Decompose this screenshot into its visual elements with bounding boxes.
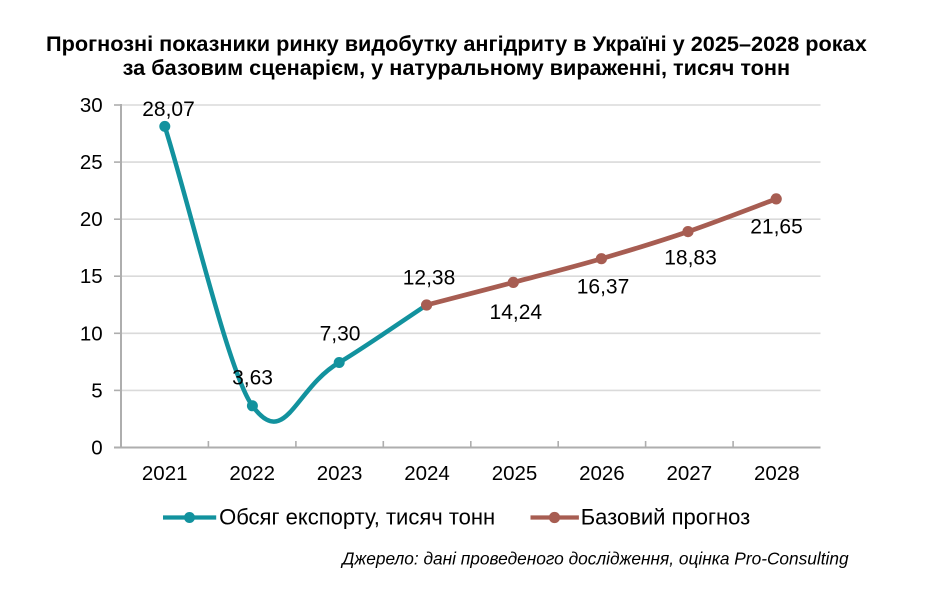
svg-text:20: 20	[80, 208, 103, 231]
svg-text:21,65: 21,65	[750, 216, 803, 239]
svg-text:28,07: 28,07	[142, 98, 195, 121]
svg-text:30: 30	[80, 94, 103, 117]
svg-text:14,24: 14,24	[490, 301, 543, 324]
svg-text:Джерело: дані проведеного досл: Джерело: дані проведеного дослідження, о…	[340, 549, 849, 569]
svg-text:2026: 2026	[579, 462, 625, 485]
svg-text:Базовий прогноз: Базовий прогноз	[581, 504, 751, 529]
svg-text:7,30: 7,30	[320, 322, 361, 345]
svg-text:2027: 2027	[666, 462, 712, 485]
svg-text:2023: 2023	[317, 462, 363, 485]
svg-text:5: 5	[91, 379, 102, 402]
svg-text:0: 0	[91, 437, 102, 460]
svg-text:18,83: 18,83	[664, 246, 717, 269]
svg-text:2028: 2028	[754, 462, 800, 485]
svg-text:16,37: 16,37	[577, 276, 630, 299]
svg-text:12,38: 12,38	[403, 266, 456, 289]
svg-text:10: 10	[80, 322, 103, 345]
svg-text:3,63: 3,63	[232, 366, 273, 389]
svg-text:2024: 2024	[404, 462, 450, 485]
svg-text:2025: 2025	[492, 462, 538, 485]
svg-text:25: 25	[80, 151, 103, 174]
svg-text:2022: 2022	[229, 462, 275, 485]
svg-text:2021: 2021	[142, 462, 188, 485]
svg-text:Прогнозні показники ринку видо: Прогнозні показники ринку видобутку ангі…	[46, 31, 867, 56]
svg-text:за базовим сценарієм, у натура: за базовим сценарієм, у натуральному вир…	[123, 55, 790, 80]
svg-text:Обсяг експорту, тисяч тонн: Обсяг експорту, тисяч тонн	[219, 504, 495, 529]
svg-text:15: 15	[80, 265, 103, 288]
